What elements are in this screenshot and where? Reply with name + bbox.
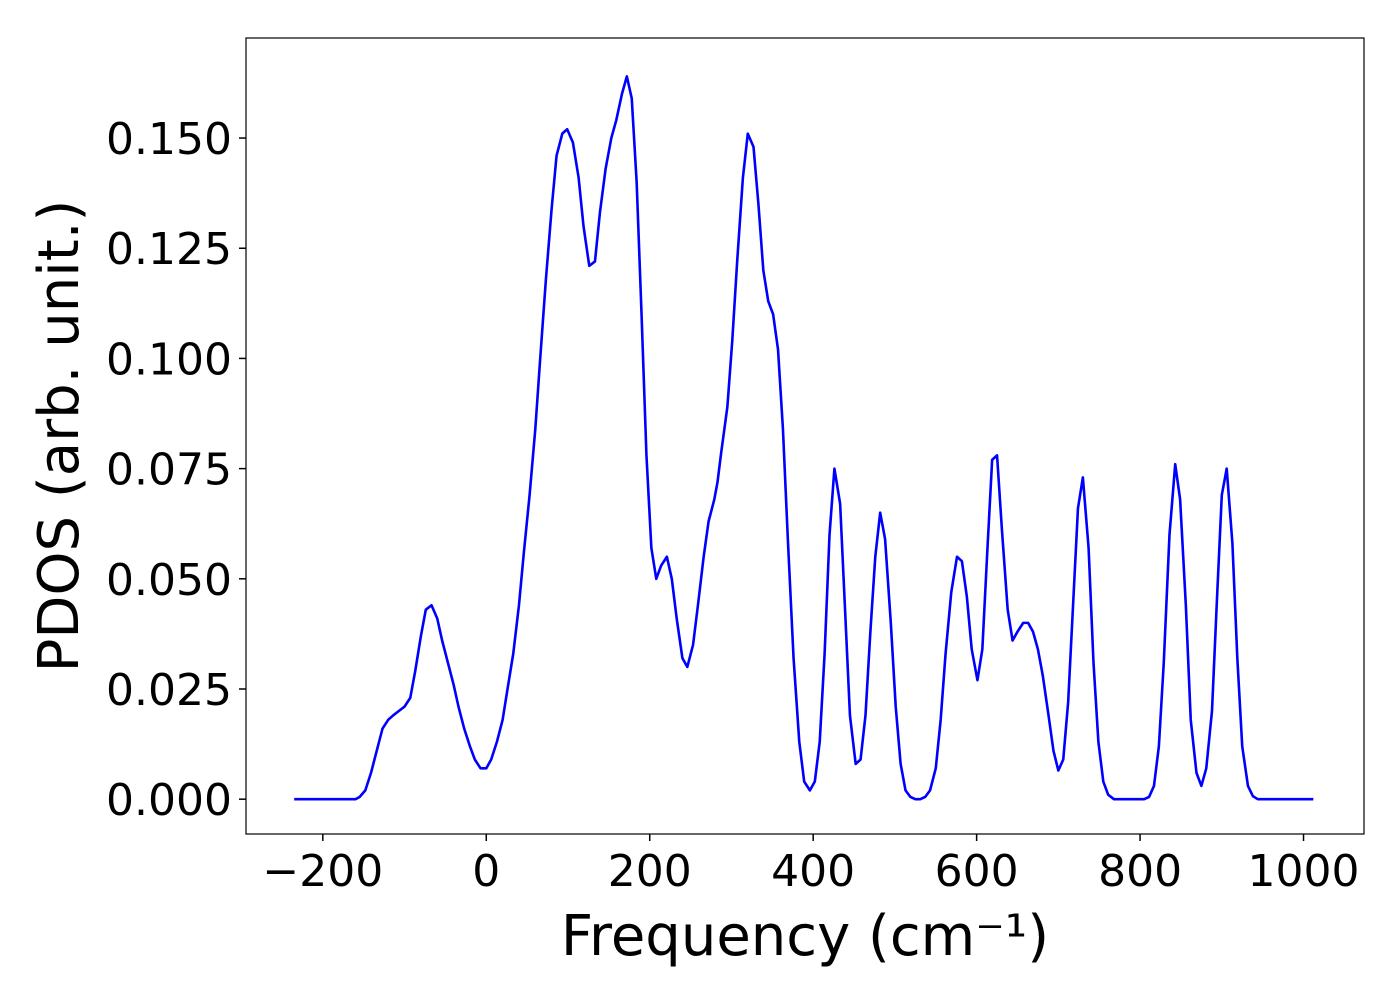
plot-frame [245,37,1365,835]
x-tick-label: 0 [472,846,500,897]
y-axis-label: PDOS (arb. unit.) [27,200,92,673]
x-tick-label: 400 [771,846,855,897]
y-tick-label: 0.025 [106,665,232,716]
x-axis-label: Frequency (cm⁻¹) [561,904,1049,969]
y-tick-label: 0.125 [106,224,232,275]
y-tick-label: 0.000 [106,775,232,826]
x-tick-label: 600 [935,846,1019,897]
data-line [294,75,1314,801]
x-tick-label: 200 [608,846,692,897]
y-tick-label: 0.100 [106,334,232,385]
x-tick-label: −200 [262,846,383,897]
y-tick-label: 0.150 [106,114,232,165]
y-tick-label: 0.050 [106,555,232,606]
x-tick-label: 1000 [1248,846,1360,897]
x-tick-label: 800 [1098,846,1182,897]
y-tick-label: 0.075 [106,445,232,496]
